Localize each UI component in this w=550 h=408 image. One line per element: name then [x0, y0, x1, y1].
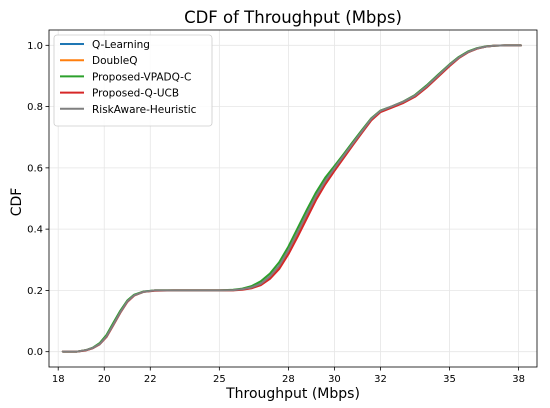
x-axis-ticks: 18 20 22 25 28 30 32 35 38 — [52, 367, 525, 385]
legend-box — [53, 34, 213, 127]
x-tick-label: 18 — [52, 374, 65, 385]
y-tick-label: 0.2 — [27, 286, 43, 297]
x-tick-label: 32 — [374, 374, 387, 385]
series-line-riskaware-heuristic — [61, 44, 522, 353]
legend-entry-doubleq: DoubleQ — [92, 55, 137, 67]
y-tick-label: 1.0 — [27, 41, 43, 52]
series-lines — [61, 44, 522, 353]
x-axis-label: Throughput (Mbps) — [225, 386, 360, 402]
x-tick-label: 38 — [512, 374, 525, 385]
legend-entry-q-learning: Q-Learning — [92, 39, 150, 51]
chart-title: CDF of Throughput (Mbps) — [184, 8, 402, 27]
y-tick-label: 0.6 — [27, 163, 43, 174]
x-tick-label: 25 — [213, 374, 226, 385]
y-tick-label: 0.0 — [27, 347, 43, 358]
x-tick-label: 35 — [443, 374, 456, 385]
legend-entry-proposed-q-ucb: Proposed-Q-UCB — [92, 88, 179, 100]
y-tick-label: 0.4 — [27, 225, 43, 236]
y-axis-label: CDF — [9, 188, 25, 217]
y-tick-label: 0.8 — [27, 102, 43, 113]
legend-entry-riskaware-heuristic: RiskAware-Heuristic — [92, 104, 197, 116]
x-tick-label: 22 — [144, 374, 157, 385]
x-tick-label: 20 — [98, 374, 111, 385]
legend-entry-proposed-vpadq-c: Proposed-VPADQ-C — [92, 71, 191, 83]
grid — [49, 30, 537, 367]
plot-area-frame — [48, 29, 538, 368]
y-axis-ticks: 0.0 0.2 0.4 0.6 0.8 1.0 — [27, 41, 49, 358]
x-tick-label: 30 — [328, 374, 341, 385]
x-tick-label: 28 — [282, 374, 295, 385]
legend: Q-Learning DoubleQ Proposed-VPADQ-C Propose… — [53, 34, 213, 127]
